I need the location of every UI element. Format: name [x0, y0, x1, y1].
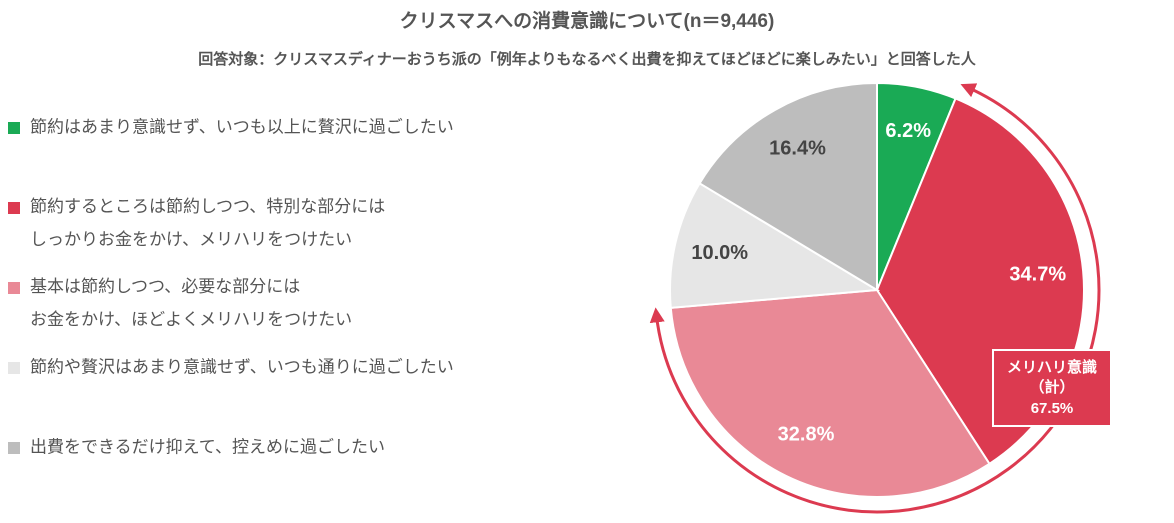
- slice-label: 6.2%: [885, 120, 931, 142]
- chart-subtitle: 回答対象：クリスマスディナーおうち派の「例年よりもなるべく出費を抑えてほどほどに…: [198, 50, 976, 68]
- slice-label: 10.0%: [691, 242, 748, 264]
- legend-swatch: [8, 362, 20, 374]
- chart-title: クリスマスへの消費意識について(n＝9,446): [400, 9, 775, 32]
- annotation-arc: [649, 83, 1101, 514]
- pie-slice: [669, 288, 991, 498]
- slice-label: 32.8%: [778, 423, 835, 445]
- legend-label: 出費をできるだけ抑えて、控えめに過ごしたい: [30, 437, 385, 456]
- legend-swatch: [8, 202, 20, 214]
- slice-label: 34.7%: [1009, 263, 1066, 285]
- legend-label: 節約はあまり意識せず、いつも以上に贅沢に過ごしたい: [30, 117, 454, 136]
- slice-label: 16.4%: [769, 138, 826, 160]
- annotation-label: メリハリ意識: [1007, 358, 1097, 376]
- legend-label: 基本は節約しつつ、必要な部分にはお金をかけ、ほどよくメリハリをつけたい: [30, 277, 352, 329]
- legend-swatch: [8, 282, 20, 294]
- legend-swatch: [8, 122, 20, 134]
- legend-label: 節約や贅沢はあまり意識せず、いつも通りに過ごしたい: [30, 357, 454, 376]
- legend-label: 節約するところは節約しつつ、特別な部分にはしっかりお金をかけ、メリハリをつけたい: [30, 197, 385, 249]
- legend-swatch: [8, 442, 20, 454]
- annotation-note: （計）: [1029, 378, 1074, 396]
- annotation-value: 67.5%: [1031, 400, 1074, 417]
- annotation-box: [992, 349, 1112, 427]
